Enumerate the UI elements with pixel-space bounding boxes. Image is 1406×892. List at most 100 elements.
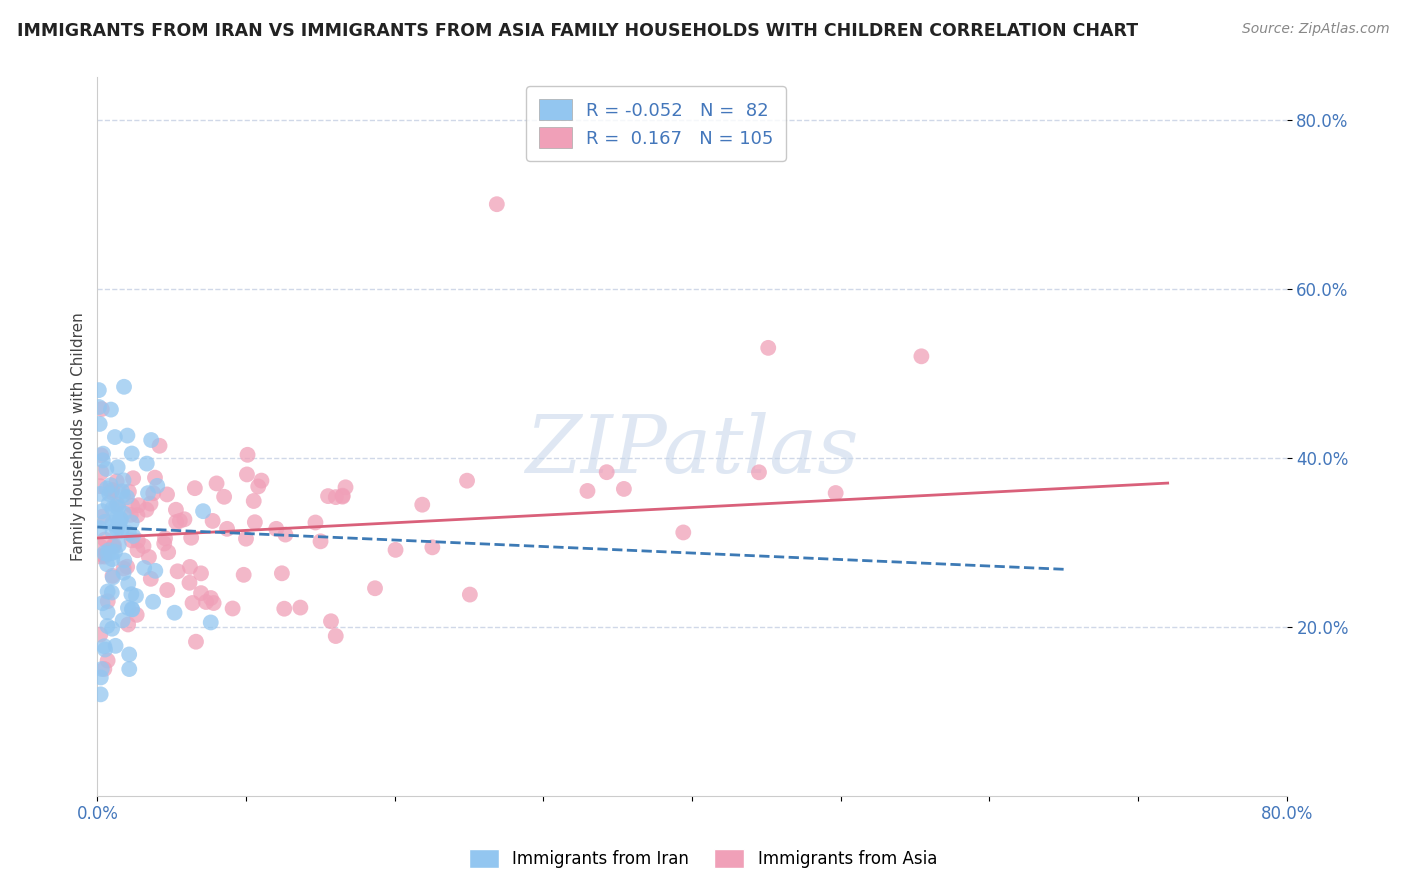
Point xyxy=(89,549,111,564)
Point xyxy=(756,341,779,355)
Point xyxy=(384,542,406,557)
Point xyxy=(201,514,224,528)
Point xyxy=(105,522,128,536)
Point xyxy=(107,500,129,515)
Point xyxy=(94,642,117,657)
Y-axis label: Family Households with Children: Family Households with Children xyxy=(72,312,86,561)
Point xyxy=(121,499,143,513)
Point xyxy=(165,502,187,516)
Point xyxy=(91,509,114,524)
Point xyxy=(184,481,207,495)
Text: ZIPatlas: ZIPatlas xyxy=(526,412,859,490)
Point xyxy=(89,521,111,535)
Point xyxy=(90,402,112,417)
Point xyxy=(156,582,179,597)
Point xyxy=(319,614,342,628)
Point xyxy=(458,588,481,602)
Point xyxy=(910,349,932,363)
Point xyxy=(156,487,179,501)
Point xyxy=(101,524,124,539)
Point xyxy=(127,533,149,548)
Point xyxy=(125,607,148,622)
Point xyxy=(117,617,139,632)
Point xyxy=(142,486,165,500)
Point xyxy=(90,662,112,676)
Point xyxy=(166,565,188,579)
Point xyxy=(120,587,142,601)
Point xyxy=(97,654,120,668)
Point xyxy=(332,490,354,504)
Point xyxy=(672,525,695,540)
Point xyxy=(107,460,129,475)
Point xyxy=(127,543,149,558)
Point xyxy=(202,596,225,610)
Point xyxy=(93,662,115,676)
Point xyxy=(153,536,176,550)
Point xyxy=(290,600,312,615)
Point xyxy=(576,483,599,498)
Point xyxy=(97,497,120,511)
Point xyxy=(115,490,138,504)
Point xyxy=(316,489,339,503)
Point xyxy=(89,627,111,641)
Point xyxy=(163,606,186,620)
Point xyxy=(87,400,110,414)
Point xyxy=(121,446,143,460)
Point xyxy=(332,489,354,503)
Point xyxy=(235,532,257,546)
Point xyxy=(112,473,135,487)
Point xyxy=(117,600,139,615)
Point xyxy=(97,584,120,599)
Point xyxy=(89,487,111,501)
Point xyxy=(90,448,112,462)
Point xyxy=(111,489,134,503)
Point xyxy=(118,662,141,676)
Point xyxy=(127,508,149,523)
Point xyxy=(824,486,846,500)
Point xyxy=(96,619,118,633)
Point xyxy=(153,531,176,545)
Point xyxy=(141,433,163,447)
Point xyxy=(274,527,297,541)
Point xyxy=(98,487,121,501)
Point xyxy=(118,484,141,499)
Point xyxy=(118,648,141,662)
Point xyxy=(179,560,201,574)
Point xyxy=(87,383,110,397)
Point xyxy=(120,508,142,522)
Point xyxy=(270,566,292,581)
Point xyxy=(596,465,619,479)
Point xyxy=(212,490,235,504)
Point xyxy=(101,516,124,531)
Point xyxy=(117,576,139,591)
Point xyxy=(105,500,128,514)
Point xyxy=(143,470,166,484)
Point xyxy=(273,601,295,615)
Point xyxy=(91,596,114,610)
Point xyxy=(108,511,131,525)
Point xyxy=(190,586,212,600)
Point xyxy=(104,639,127,653)
Point xyxy=(96,482,118,496)
Point xyxy=(107,498,129,512)
Point xyxy=(250,474,273,488)
Point xyxy=(112,380,135,394)
Point xyxy=(422,541,444,555)
Point xyxy=(180,531,202,545)
Point xyxy=(139,572,162,586)
Point xyxy=(107,519,129,533)
Point xyxy=(309,534,332,549)
Point xyxy=(100,485,122,500)
Point xyxy=(112,507,135,521)
Point xyxy=(110,513,132,527)
Point xyxy=(101,569,124,583)
Point xyxy=(236,467,259,482)
Point xyxy=(93,640,115,654)
Point xyxy=(121,516,143,530)
Point xyxy=(103,538,125,552)
Point xyxy=(101,585,124,599)
Point xyxy=(456,474,478,488)
Point xyxy=(93,549,115,564)
Point xyxy=(146,479,169,493)
Point xyxy=(91,504,114,518)
